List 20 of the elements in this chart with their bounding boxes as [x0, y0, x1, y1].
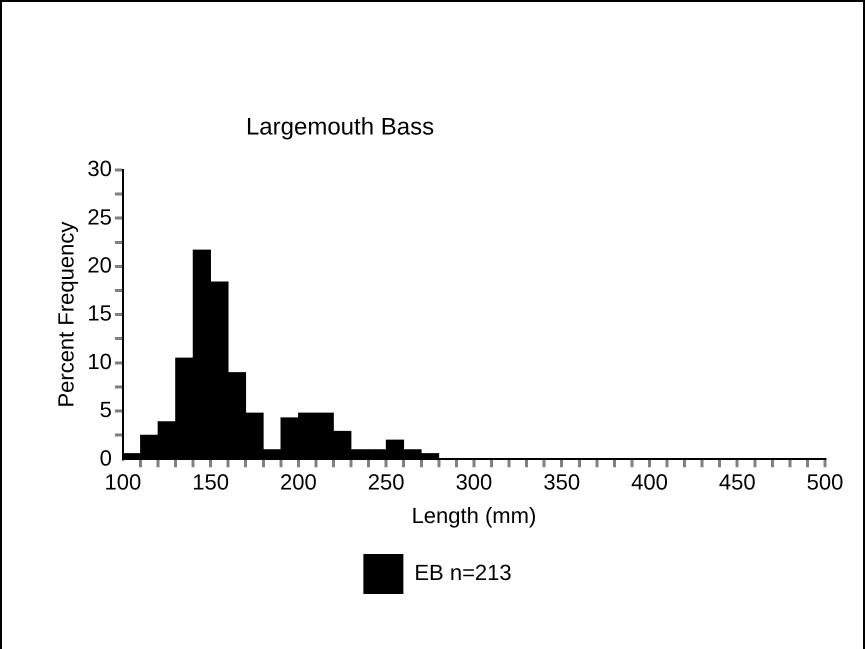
x-tick-label: 400 [631, 469, 668, 494]
x-axis-title: Length (mm) [412, 502, 536, 528]
x-tick-label: 200 [280, 469, 317, 494]
x-tick-label: 150 [192, 469, 229, 494]
x-tick-label: 450 [718, 469, 756, 494]
legend-label: EB n=213 [414, 560, 512, 586]
y-tick-label: 20 [87, 252, 112, 278]
y-tick-label: 10 [87, 348, 112, 374]
x-tick-label: 250 [368, 469, 405, 494]
chart-title: Largemouth Bass [246, 114, 434, 141]
x-tick-label: 350 [543, 469, 580, 494]
y-axis-title: Percent Frequency [53, 222, 78, 408]
x-tick-label: 300 [456, 469, 492, 494]
y-tick-label: 0 [100, 445, 112, 470]
y-tick-label: 15 [87, 300, 112, 326]
y-tick-label: 30 [87, 156, 112, 182]
x-tick-label: 100 [104, 469, 142, 494]
y-tick-label: 5 [100, 397, 112, 422]
x-tick-label: 500 [806, 469, 844, 494]
y-tick-label: 25 [87, 204, 112, 230]
